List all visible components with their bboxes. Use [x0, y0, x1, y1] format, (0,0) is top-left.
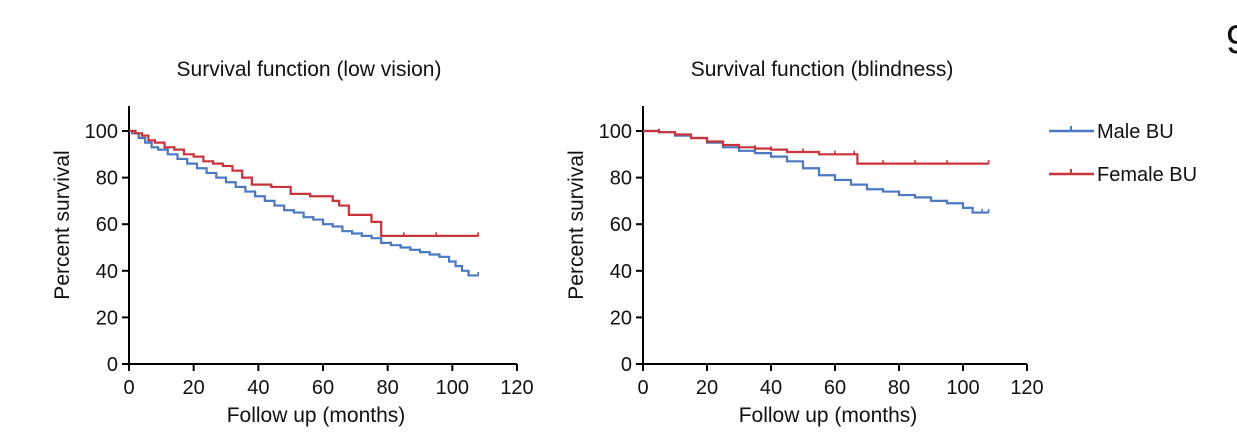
y-tick-label: 60: [96, 214, 118, 236]
x-tick-label: 0: [637, 377, 648, 399]
panel-label-fragment: 9: [1226, 18, 1237, 63]
y-tick-label: 100: [599, 121, 632, 143]
series-line-female: [643, 129, 989, 165]
chart-low-vision: Survival function (low vision) 0 20 40 60 80 1…: [51, 58, 534, 427]
x-tick-label: 80: [888, 377, 910, 399]
chart-title: Survival function (blindness): [691, 58, 954, 81]
legend-label-male: Male BU: [1097, 121, 1174, 143]
chart-title: Survival function (low vision): [177, 58, 442, 81]
x-tick-label: 60: [824, 377, 846, 399]
x-tick-label: 40: [760, 377, 782, 399]
y-tick-label: 20: [610, 307, 632, 329]
x-axis-label: Follow up (months): [739, 404, 918, 427]
y-tick-label: 0: [621, 354, 632, 376]
y-tick-label: 100: [85, 121, 118, 143]
chart-blindness: Survival function (blindness) 0 20 40 60 80 10…: [565, 58, 1044, 427]
series-line-male: [643, 129, 989, 214]
x-tick-label: 0: [123, 377, 134, 399]
series-line-male: [129, 129, 479, 277]
legend-label-female: Female BU: [1097, 164, 1197, 186]
x-tick-label: 20: [183, 377, 205, 399]
legend: Male BU Female BU: [1049, 121, 1197, 186]
y-tick-label: 60: [610, 214, 632, 236]
y-tick-label: 80: [610, 168, 632, 190]
x-tick-label: 120: [500, 377, 533, 399]
x-tick-label: 100: [946, 377, 979, 399]
y-axis-label: Percent survival: [565, 150, 588, 299]
y-axis-label: Percent survival: [51, 150, 74, 299]
y-tick-label: 40: [610, 261, 632, 283]
x-tick-label: 80: [377, 377, 399, 399]
y-tick-label: 40: [96, 261, 118, 283]
x-tick-label: 40: [247, 377, 269, 399]
y-tick-label: 80: [96, 168, 118, 190]
x-tick-label: 20: [696, 377, 718, 399]
y-tick-label: 20: [96, 307, 118, 329]
x-tick-label: 60: [312, 377, 334, 399]
series-line-female: [129, 129, 479, 237]
x-axis-label: Follow up (months): [227, 404, 406, 427]
x-tick-label: 100: [436, 377, 469, 399]
x-tick-label: 120: [1010, 377, 1043, 399]
y-tick-label: 0: [107, 354, 118, 376]
